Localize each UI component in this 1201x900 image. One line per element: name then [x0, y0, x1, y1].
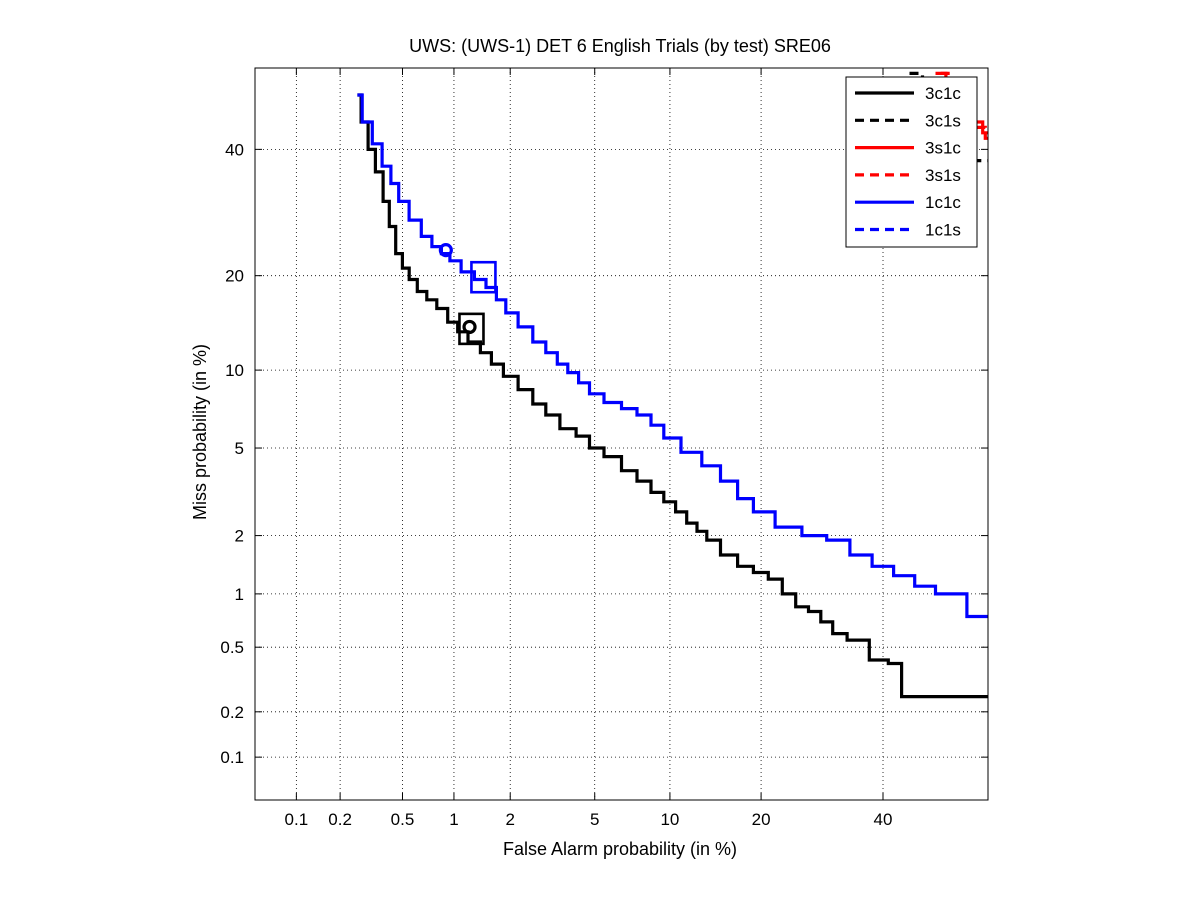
act-dcf-marker [458, 312, 485, 346]
plot-frame [254, 67, 989, 801]
legend-label-3c1s: 3c1s [925, 111, 961, 130]
y-tick-label: 5 [235, 439, 244, 458]
y-tick-label: 0.2 [220, 703, 244, 722]
chart-title: UWS: (UWS-1) DET 6 English Trials (by te… [409, 36, 831, 56]
y-tick-label: 10 [225, 361, 244, 380]
y-tick-label: 20 [225, 267, 244, 286]
y-tick-label: 0.1 [220, 748, 244, 767]
legend-label-1c1c: 1c1c [925, 193, 961, 212]
x-tick-label: 2 [505, 810, 514, 829]
legend: 3c1c 3c1s 3s1c 3s1s 1c1c 1c1s [845, 76, 978, 248]
x-tick-label: 40 [874, 810, 893, 829]
min-dcf-marker [462, 319, 477, 335]
legend-label-3s1s: 3s1s [925, 166, 961, 185]
x-tick-label: 1 [449, 810, 458, 829]
series-line-1c1c [357, 93, 988, 619]
y-tick-label: 0.5 [220, 638, 244, 657]
tick-layer: 0.1 0.2 0.5 1 2 5 10 20 40 0.1 0.2 0.5 1 2 5 10 20 40 [220, 68, 988, 829]
y-tick-label: 1 [235, 585, 244, 604]
legend-label-3c1c: 3c1c [925, 84, 961, 103]
x-tick-label: 0.2 [328, 810, 352, 829]
x-tick-label: 10 [660, 810, 679, 829]
y-tick-label: 2 [235, 527, 244, 546]
y-axis-label: Miss probability (in %) [190, 344, 210, 520]
y-tick-label: 40 [225, 140, 244, 159]
min-dcf-marker [438, 242, 453, 258]
marker-layer [438, 242, 497, 346]
x-axis-label: False Alarm probability (in %) [503, 839, 737, 859]
x-tick-label: 5 [590, 810, 599, 829]
x-tick-label: 0.1 [285, 810, 309, 829]
series-line-3c1c [357, 93, 988, 699]
legend-box [845, 76, 978, 248]
legend-label-3s1c: 3s1c [925, 139, 961, 158]
x-tick-label: 20 [752, 810, 771, 829]
x-tick-label: 0.5 [391, 810, 415, 829]
legend-label-1c1s: 1c1s [925, 221, 961, 240]
act-dcf-marker [470, 260, 497, 294]
